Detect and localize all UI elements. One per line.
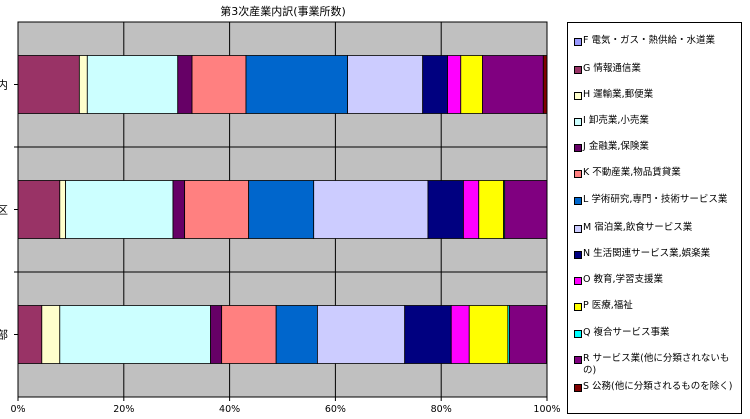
legend-label: F 電気・ガス・熱供給・水道業 bbox=[583, 35, 715, 46]
bar-segment bbox=[59, 305, 211, 364]
legend-label: R サービス業(他に分類されないもの) bbox=[583, 353, 730, 376]
legend-label: J 金融業,保険業 bbox=[583, 141, 649, 152]
legend-label: M 宿泊業,飲食サービス業 bbox=[583, 222, 693, 233]
bar-segment bbox=[245, 55, 348, 114]
bar-segment bbox=[172, 180, 186, 239]
bar-segment bbox=[41, 305, 61, 364]
legend-swatch bbox=[574, 170, 582, 178]
x-tick-label: 0% bbox=[10, 404, 25, 415]
legend-swatch bbox=[574, 118, 582, 126]
bar-segment bbox=[463, 180, 480, 239]
legend-swatch bbox=[574, 144, 582, 152]
legend-label: L 学術研究,専門・技術サービス業 bbox=[583, 194, 728, 205]
x-tick-label: 20% bbox=[113, 404, 134, 415]
bar-segment bbox=[482, 55, 544, 114]
bar-segment bbox=[509, 305, 547, 364]
bar-segment bbox=[210, 305, 223, 364]
legend-swatch bbox=[574, 384, 582, 392]
bar-segment bbox=[347, 55, 424, 114]
legend-swatch bbox=[574, 303, 582, 311]
y-tick-label: 内 bbox=[0, 78, 8, 92]
bar-segment bbox=[248, 180, 315, 239]
legend-label: P 医療,福祉 bbox=[583, 300, 633, 311]
legend-swatch bbox=[574, 197, 582, 205]
legend-label: S 公務(他に分類されるものを除く) bbox=[583, 381, 733, 392]
bar-segment bbox=[504, 180, 548, 239]
bar-segment bbox=[542, 55, 548, 114]
bar-segment bbox=[317, 305, 406, 364]
bar-segment bbox=[221, 305, 277, 364]
bar-segment bbox=[313, 180, 429, 239]
bar-segment bbox=[177, 55, 193, 114]
legend-label: N 生活関連サービス業,娯楽業 bbox=[583, 248, 711, 259]
bar-segment bbox=[184, 180, 250, 239]
bar-segment bbox=[422, 55, 448, 114]
legend: F 電気・ガス・熱供給・水道業 G 情報通信業 H 運輸業,郵便業 I 卸売業,小売業… bbox=[567, 22, 742, 414]
legend-swatch bbox=[574, 38, 582, 46]
legend-swatch bbox=[574, 356, 582, 364]
legend-swatch bbox=[574, 66, 582, 74]
y-tick-label: 区 bbox=[0, 204, 8, 217]
x-tick-label: 80% bbox=[431, 404, 452, 415]
legend-label: G 情報通信業 bbox=[583, 63, 641, 74]
legend-label: O 教育,学習支援業 bbox=[583, 274, 664, 285]
legend-swatch bbox=[574, 330, 582, 338]
bar-segment bbox=[468, 305, 509, 364]
bar-segment bbox=[275, 305, 318, 364]
legend-swatch bbox=[574, 251, 582, 259]
plot-border bbox=[17, 21, 548, 398]
bar-segment bbox=[86, 55, 179, 114]
legend-swatch bbox=[574, 277, 582, 285]
bar-segment bbox=[404, 305, 452, 364]
legend-label: K 不動産業,物品賃貸業 bbox=[583, 167, 681, 178]
bar-segment bbox=[447, 55, 462, 114]
bar-segment bbox=[78, 55, 88, 114]
legend-label: Q 複合サービス事業 bbox=[583, 327, 670, 338]
legend-label: H 運輸業,郵便業 bbox=[583, 89, 654, 100]
bar-segment bbox=[191, 55, 247, 114]
x-tick-label: 100% bbox=[533, 404, 560, 415]
bar-segment bbox=[65, 180, 174, 239]
y-tick-label: 部 bbox=[0, 328, 8, 342]
bar-segment bbox=[59, 180, 67, 239]
legend-swatch bbox=[574, 225, 582, 233]
legend-swatch bbox=[574, 92, 582, 100]
bar-segment bbox=[450, 305, 470, 364]
legend-label: I 卸売業,小売業 bbox=[583, 115, 649, 126]
bar-segment bbox=[17, 55, 80, 114]
bar-segment bbox=[17, 305, 43, 364]
x-tick-label: 60% bbox=[325, 404, 346, 415]
x-tick-label: 40% bbox=[219, 404, 240, 415]
bar-segment bbox=[460, 55, 483, 114]
bar-segment bbox=[478, 180, 505, 239]
chart-title: 第3次産業内訳(事業所数) bbox=[220, 5, 346, 18]
bar-segment bbox=[17, 180, 61, 239]
bar-segment bbox=[427, 180, 464, 239]
